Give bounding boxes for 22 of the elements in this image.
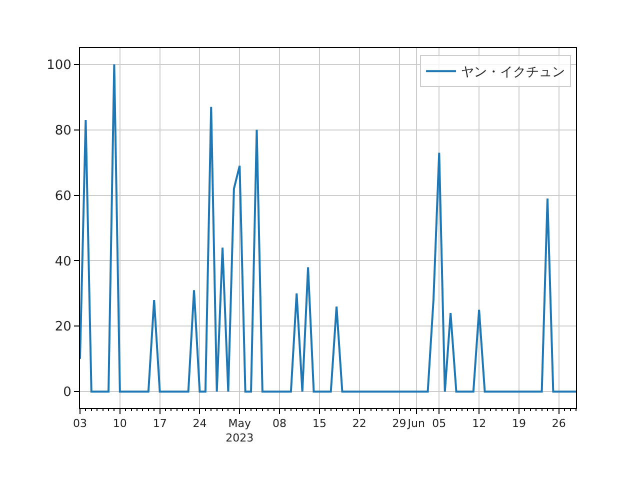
y-tick-label: 40 <box>54 254 72 270</box>
x-tick-label: 26 <box>552 417 566 430</box>
x-tick-label: May 2023 <box>226 417 254 444</box>
y-tick-label: 20 <box>54 320 72 335</box>
x-tick-label: 05 <box>432 417 446 430</box>
x-tick-label: 17 <box>152 417 167 430</box>
x-tick-label: 24 <box>192 417 207 430</box>
line-series <box>80 63 576 393</box>
y-tick-label: 0 <box>63 385 72 400</box>
y-tick-label: 80 <box>54 123 72 138</box>
x-tick-label: 19 <box>512 417 526 430</box>
x-tick-label: 22 <box>352 417 366 430</box>
x-tick-label: 10 <box>112 417 127 430</box>
x-tick-label: 08 <box>272 417 287 430</box>
legend-label: ヤン・イクチュン <box>461 65 566 80</box>
y-tick-label: 60 <box>54 188 72 204</box>
x-tick-label: Jun <box>406 417 425 430</box>
y-tick-label: 100 <box>46 58 72 73</box>
x-tick-label: 15 <box>312 417 326 430</box>
x-tick-label: 29 <box>392 417 406 430</box>
x-tick-label: 12 <box>472 417 486 430</box>
x-tick-label: 03 <box>73 417 87 430</box>
